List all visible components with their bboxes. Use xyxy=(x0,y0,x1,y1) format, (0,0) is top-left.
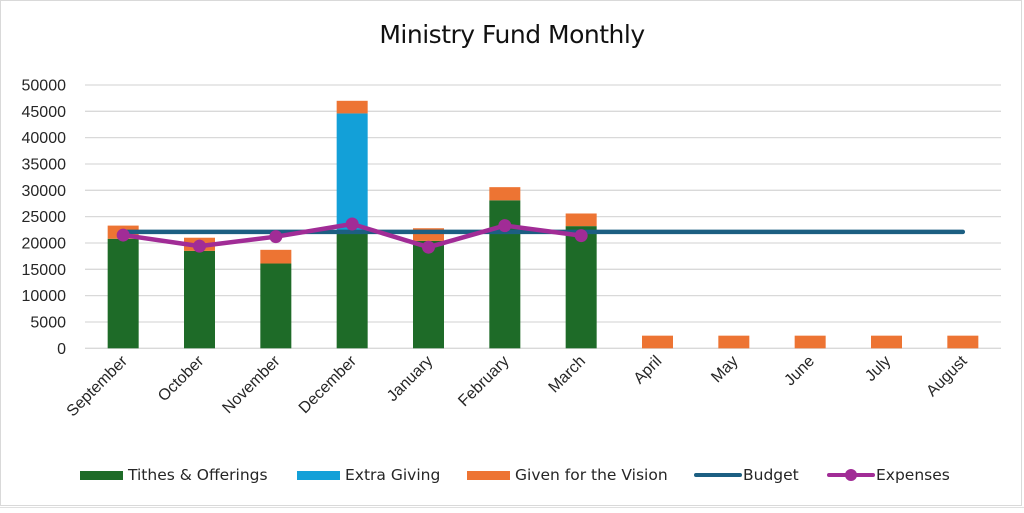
marker-expenses xyxy=(269,230,283,244)
marker-expenses xyxy=(498,219,512,233)
legend-item-expenses[interactable]: Expenses xyxy=(827,464,950,486)
bar-tithes-offerings[interactable] xyxy=(336,233,368,349)
x-tick-label: November xyxy=(219,352,284,417)
legend-swatch-expenses xyxy=(827,469,875,481)
x-tick-label: January xyxy=(384,353,436,405)
legend-item-vision[interactable]: Given for the Vision xyxy=(467,464,668,486)
marker-expenses xyxy=(116,228,130,242)
bar-given-for-the-vision[interactable] xyxy=(871,335,902,349)
y-axis-ticks: 0 5000 10000 15000 20000 25000 30000 35000 40000… xyxy=(22,78,67,358)
legend-item-extra-giving[interactable]: Extra Giving xyxy=(297,464,440,486)
marker-expenses xyxy=(193,239,206,253)
bar-tithes-offerings[interactable] xyxy=(260,263,292,349)
y-tick-label: 15000 xyxy=(22,262,67,279)
y-tick-label: 45000 xyxy=(22,104,67,121)
bar-given-for-the-vision[interactable] xyxy=(260,249,292,264)
bar-tithes-offerings[interactable] xyxy=(184,250,215,349)
x-tick-label: May xyxy=(708,353,741,386)
x-tick-label: June xyxy=(781,353,818,390)
legend-label: Tithes & Offerings xyxy=(128,466,268,484)
marker-expenses xyxy=(574,229,588,243)
legend-label: Budget xyxy=(743,466,799,484)
x-tick-label: August xyxy=(923,352,971,400)
x-tick-label: March xyxy=(546,353,589,396)
y-tick-label: 0 xyxy=(57,341,66,358)
x-axis-ticks: September October November December January F… xyxy=(64,352,971,420)
x-tick-label: December xyxy=(296,352,361,417)
legend-item-budget[interactable]: Budget xyxy=(694,464,799,486)
x-tick-label: October xyxy=(155,352,208,405)
legend-label: Expenses xyxy=(876,466,950,484)
legend-label: Given for the Vision xyxy=(515,466,668,484)
bar-tithes-offerings[interactable] xyxy=(107,238,139,349)
x-tick-label: April xyxy=(631,353,666,388)
y-tick-label: 20000 xyxy=(22,235,67,252)
y-tick-label: 35000 xyxy=(22,156,67,173)
bar-given-for-the-vision[interactable] xyxy=(565,213,597,227)
bar-extra-giving[interactable] xyxy=(336,113,368,234)
y-tick-label: 10000 xyxy=(22,288,67,305)
y-tick-label: 25000 xyxy=(22,209,67,226)
lines xyxy=(116,217,966,254)
x-tick-label: September xyxy=(64,352,132,420)
legend-swatch-extra-giving xyxy=(297,470,340,480)
legend-swatch-tithes xyxy=(80,470,123,480)
chart-title: Ministry Fund Monthly xyxy=(379,20,645,49)
marker-expenses xyxy=(345,217,359,231)
x-tick-label: February xyxy=(455,353,512,410)
legend-marker-icon xyxy=(845,469,857,481)
legend-item-tithes[interactable]: Tithes & Offerings xyxy=(80,464,268,486)
y-tick-label: 30000 xyxy=(22,183,67,200)
bar-given-for-the-vision[interactable] xyxy=(718,335,750,349)
bar-tithes-offerings[interactable] xyxy=(413,240,444,349)
bars xyxy=(107,100,979,349)
legend: Tithes & Offerings Extra Giving Given fo… xyxy=(0,464,1024,486)
bar-given-for-the-vision[interactable] xyxy=(947,335,979,349)
legend-swatch-vision xyxy=(467,470,510,480)
bar-tithes-offerings[interactable] xyxy=(565,226,597,349)
bar-given-for-the-vision[interactable] xyxy=(489,187,521,201)
marker-expenses xyxy=(422,240,435,254)
legend-swatch-budget xyxy=(694,473,742,477)
legend-label: Extra Giving xyxy=(345,466,441,484)
x-tick-label: July xyxy=(862,353,894,385)
spreadsheet-gridlines xyxy=(0,507,1024,513)
bar-given-for-the-vision[interactable] xyxy=(336,100,368,114)
gridlines xyxy=(85,84,1001,349)
bar-given-for-the-vision[interactable] xyxy=(794,335,826,349)
y-tick-label: 5000 xyxy=(30,314,66,331)
bar-given-for-the-vision[interactable] xyxy=(642,335,673,349)
y-tick-label: 50000 xyxy=(22,78,67,95)
y-tick-label: 40000 xyxy=(22,130,67,147)
